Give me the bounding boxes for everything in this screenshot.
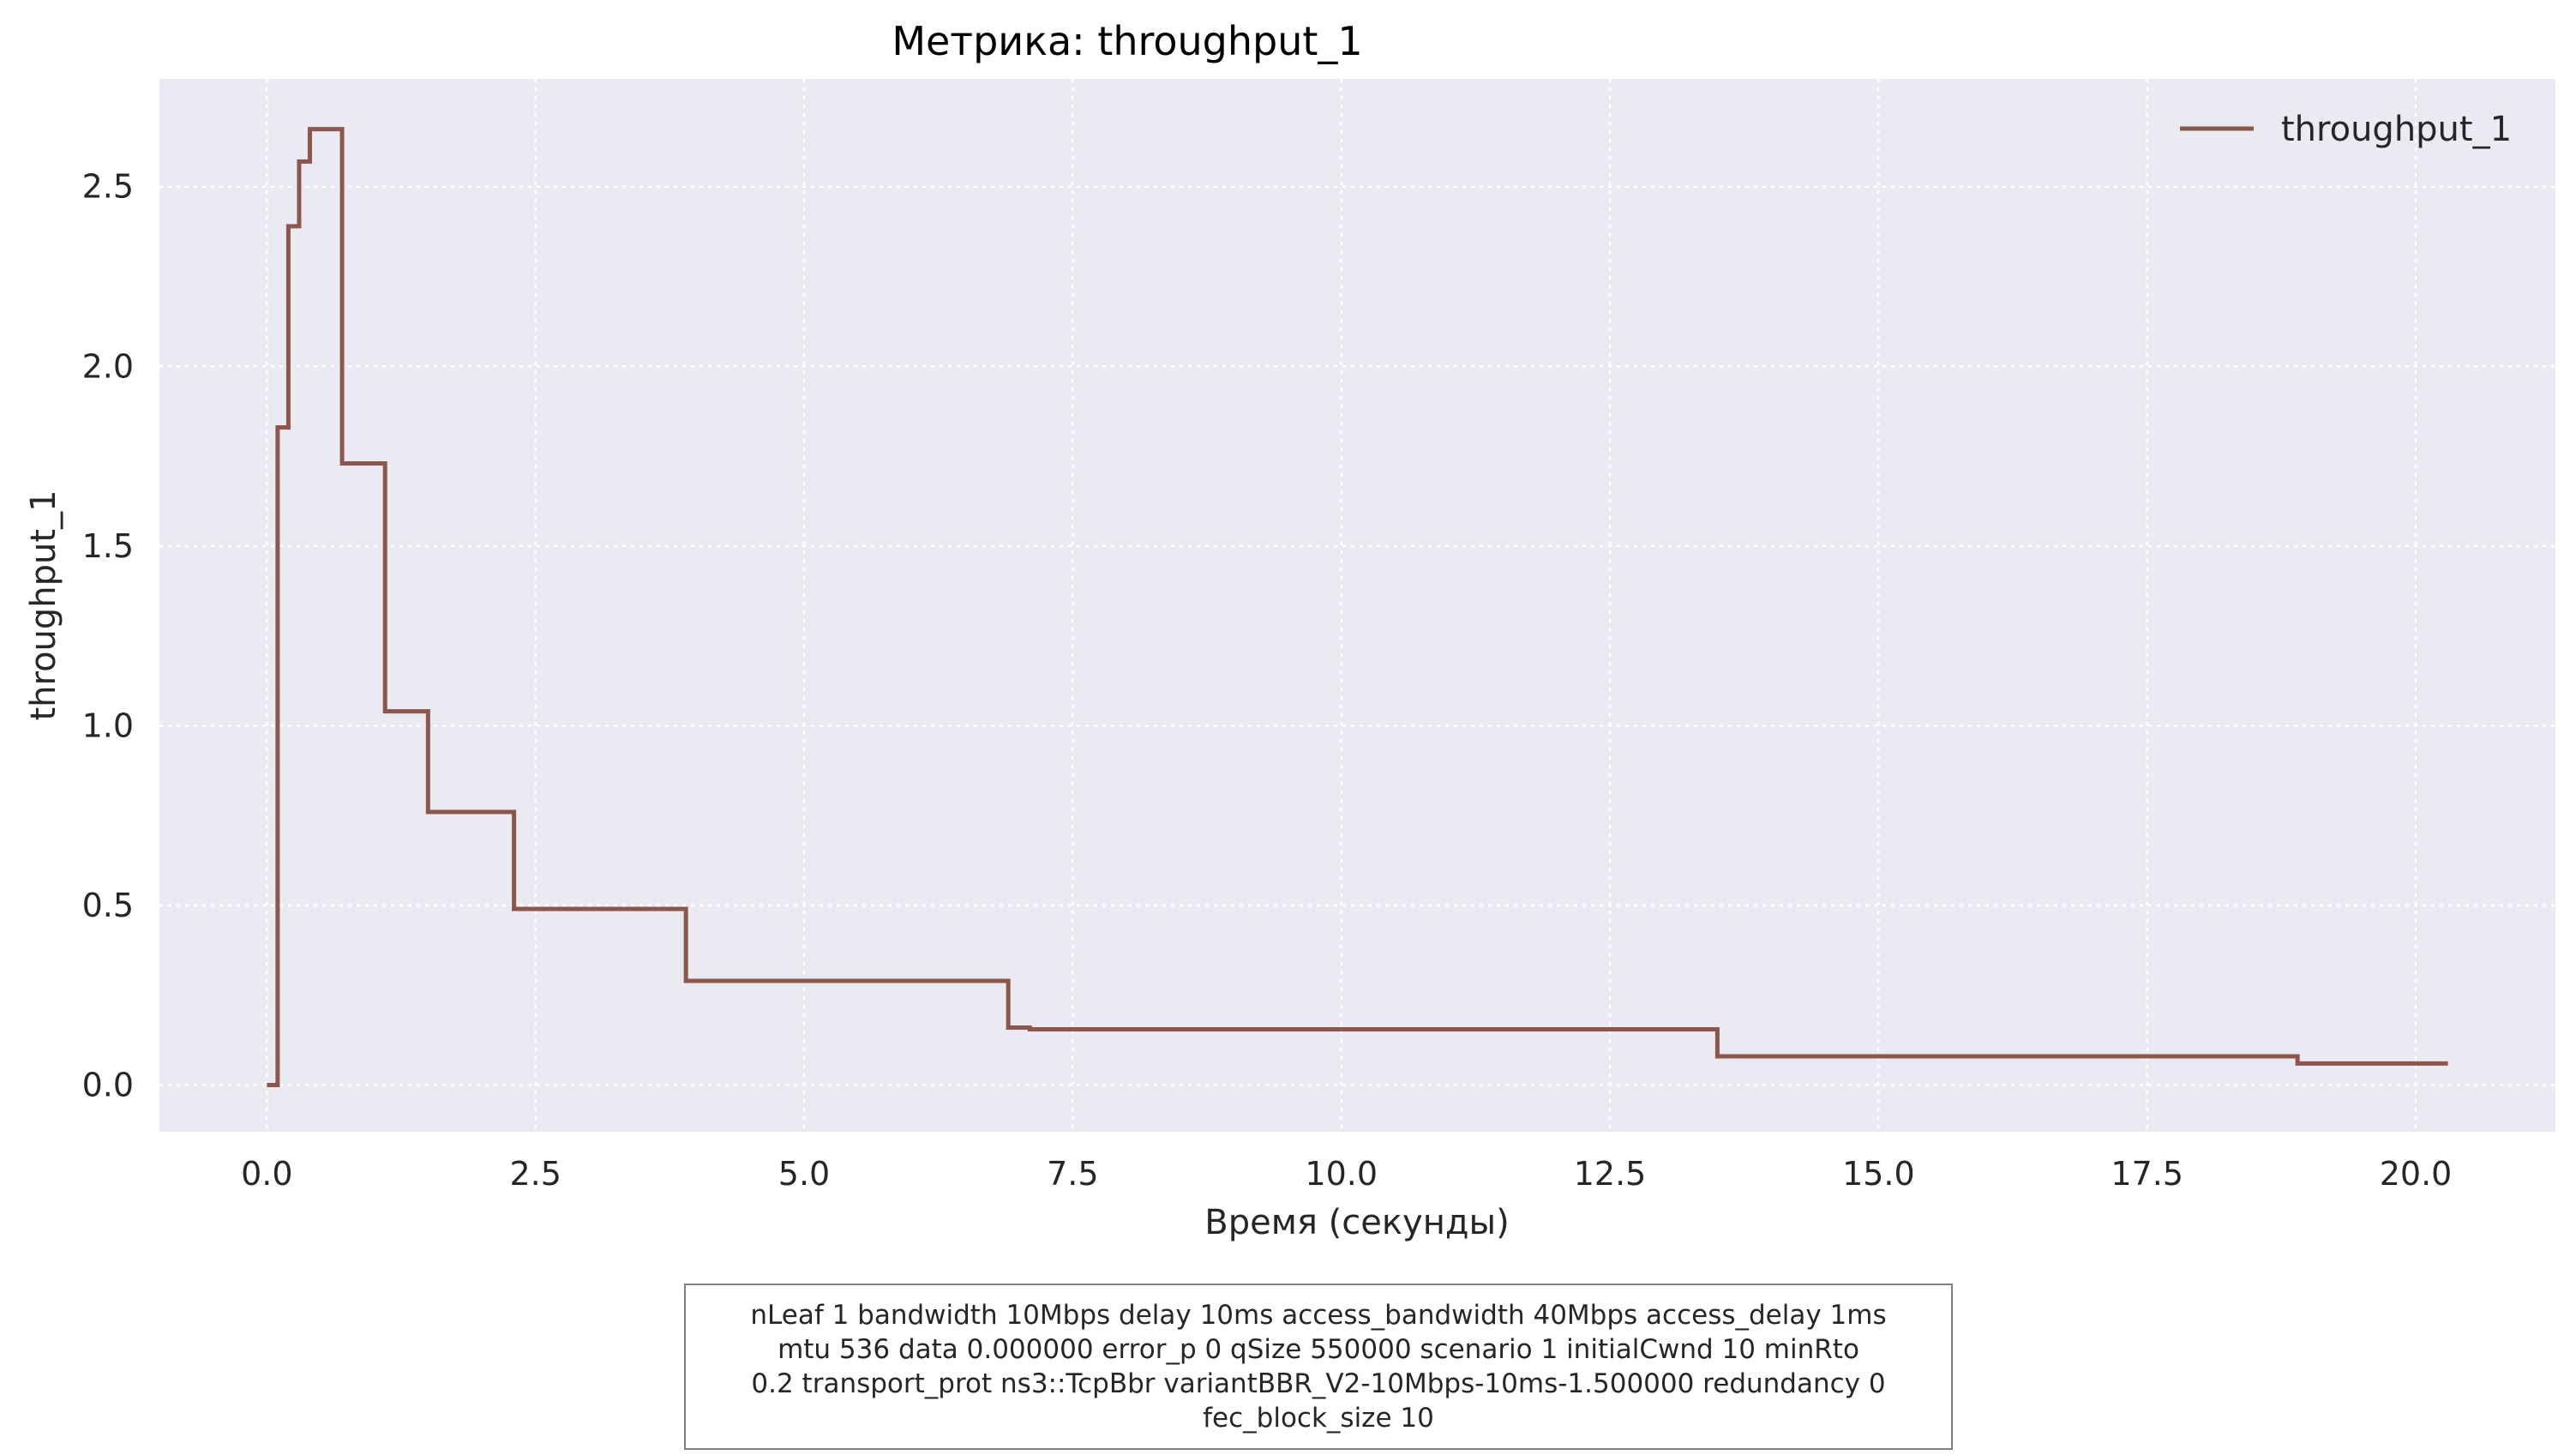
legend: throughput_1 [2180, 110, 2512, 149]
y-tick-label: 2.0 [82, 347, 134, 385]
x-tick-label: 2.5 [509, 1155, 561, 1193]
chart-title: Метрика: throughput_1 [892, 18, 1362, 64]
x-axis: 0.0 2.5 5.0 7.5 10.0 12.5 15.0 17.5 20.0 [241, 1155, 2452, 1193]
y-tick-label: 0.5 [82, 887, 134, 924]
plot-area [159, 79, 2555, 1132]
x-axis-label: Время (секунды) [1204, 1203, 1509, 1242]
legend-label: throughput_1 [2281, 110, 2512, 149]
y-tick-label: 2.5 [82, 168, 134, 206]
y-tick-label: 1.5 [82, 527, 134, 565]
parameters-box: nLeaf 1 bandwidth 10Mbps delay 10ms acce… [684, 1284, 1953, 1450]
series-line-throughput_1 [267, 127, 2448, 1088]
x-tick-label: 7.5 [1047, 1155, 1098, 1193]
x-tick-label: 15.0 [1842, 1155, 1915, 1193]
y-tick-label: 0.0 [82, 1067, 134, 1104]
x-tick-label: 12.5 [1574, 1155, 1647, 1193]
grid [159, 79, 2555, 1132]
x-tick-label: 5.0 [778, 1155, 830, 1193]
x-tick-label: 0.0 [241, 1155, 292, 1193]
x-tick-label: 20.0 [2380, 1155, 2453, 1193]
y-tick-label: 1.0 [82, 706, 134, 744]
y-axis-label: throughput_1 [24, 490, 63, 720]
x-tick-label: 10.0 [1305, 1155, 1378, 1193]
parameters-text: nLeaf 1 bandwidth 10Mbps delay 10ms acce… [750, 1300, 1887, 1434]
y-axis: 0.0 0.5 1.0 1.5 2.0 2.5 [82, 168, 134, 1104]
x-tick-label: 17.5 [2111, 1155, 2183, 1193]
